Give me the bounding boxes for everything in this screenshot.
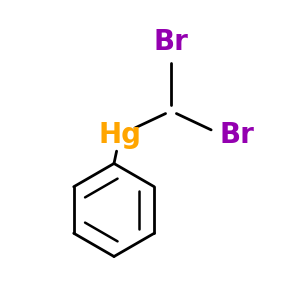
Text: Br: Br <box>154 28 188 56</box>
Text: Hg: Hg <box>98 121 142 149</box>
Text: Br: Br <box>220 121 254 149</box>
